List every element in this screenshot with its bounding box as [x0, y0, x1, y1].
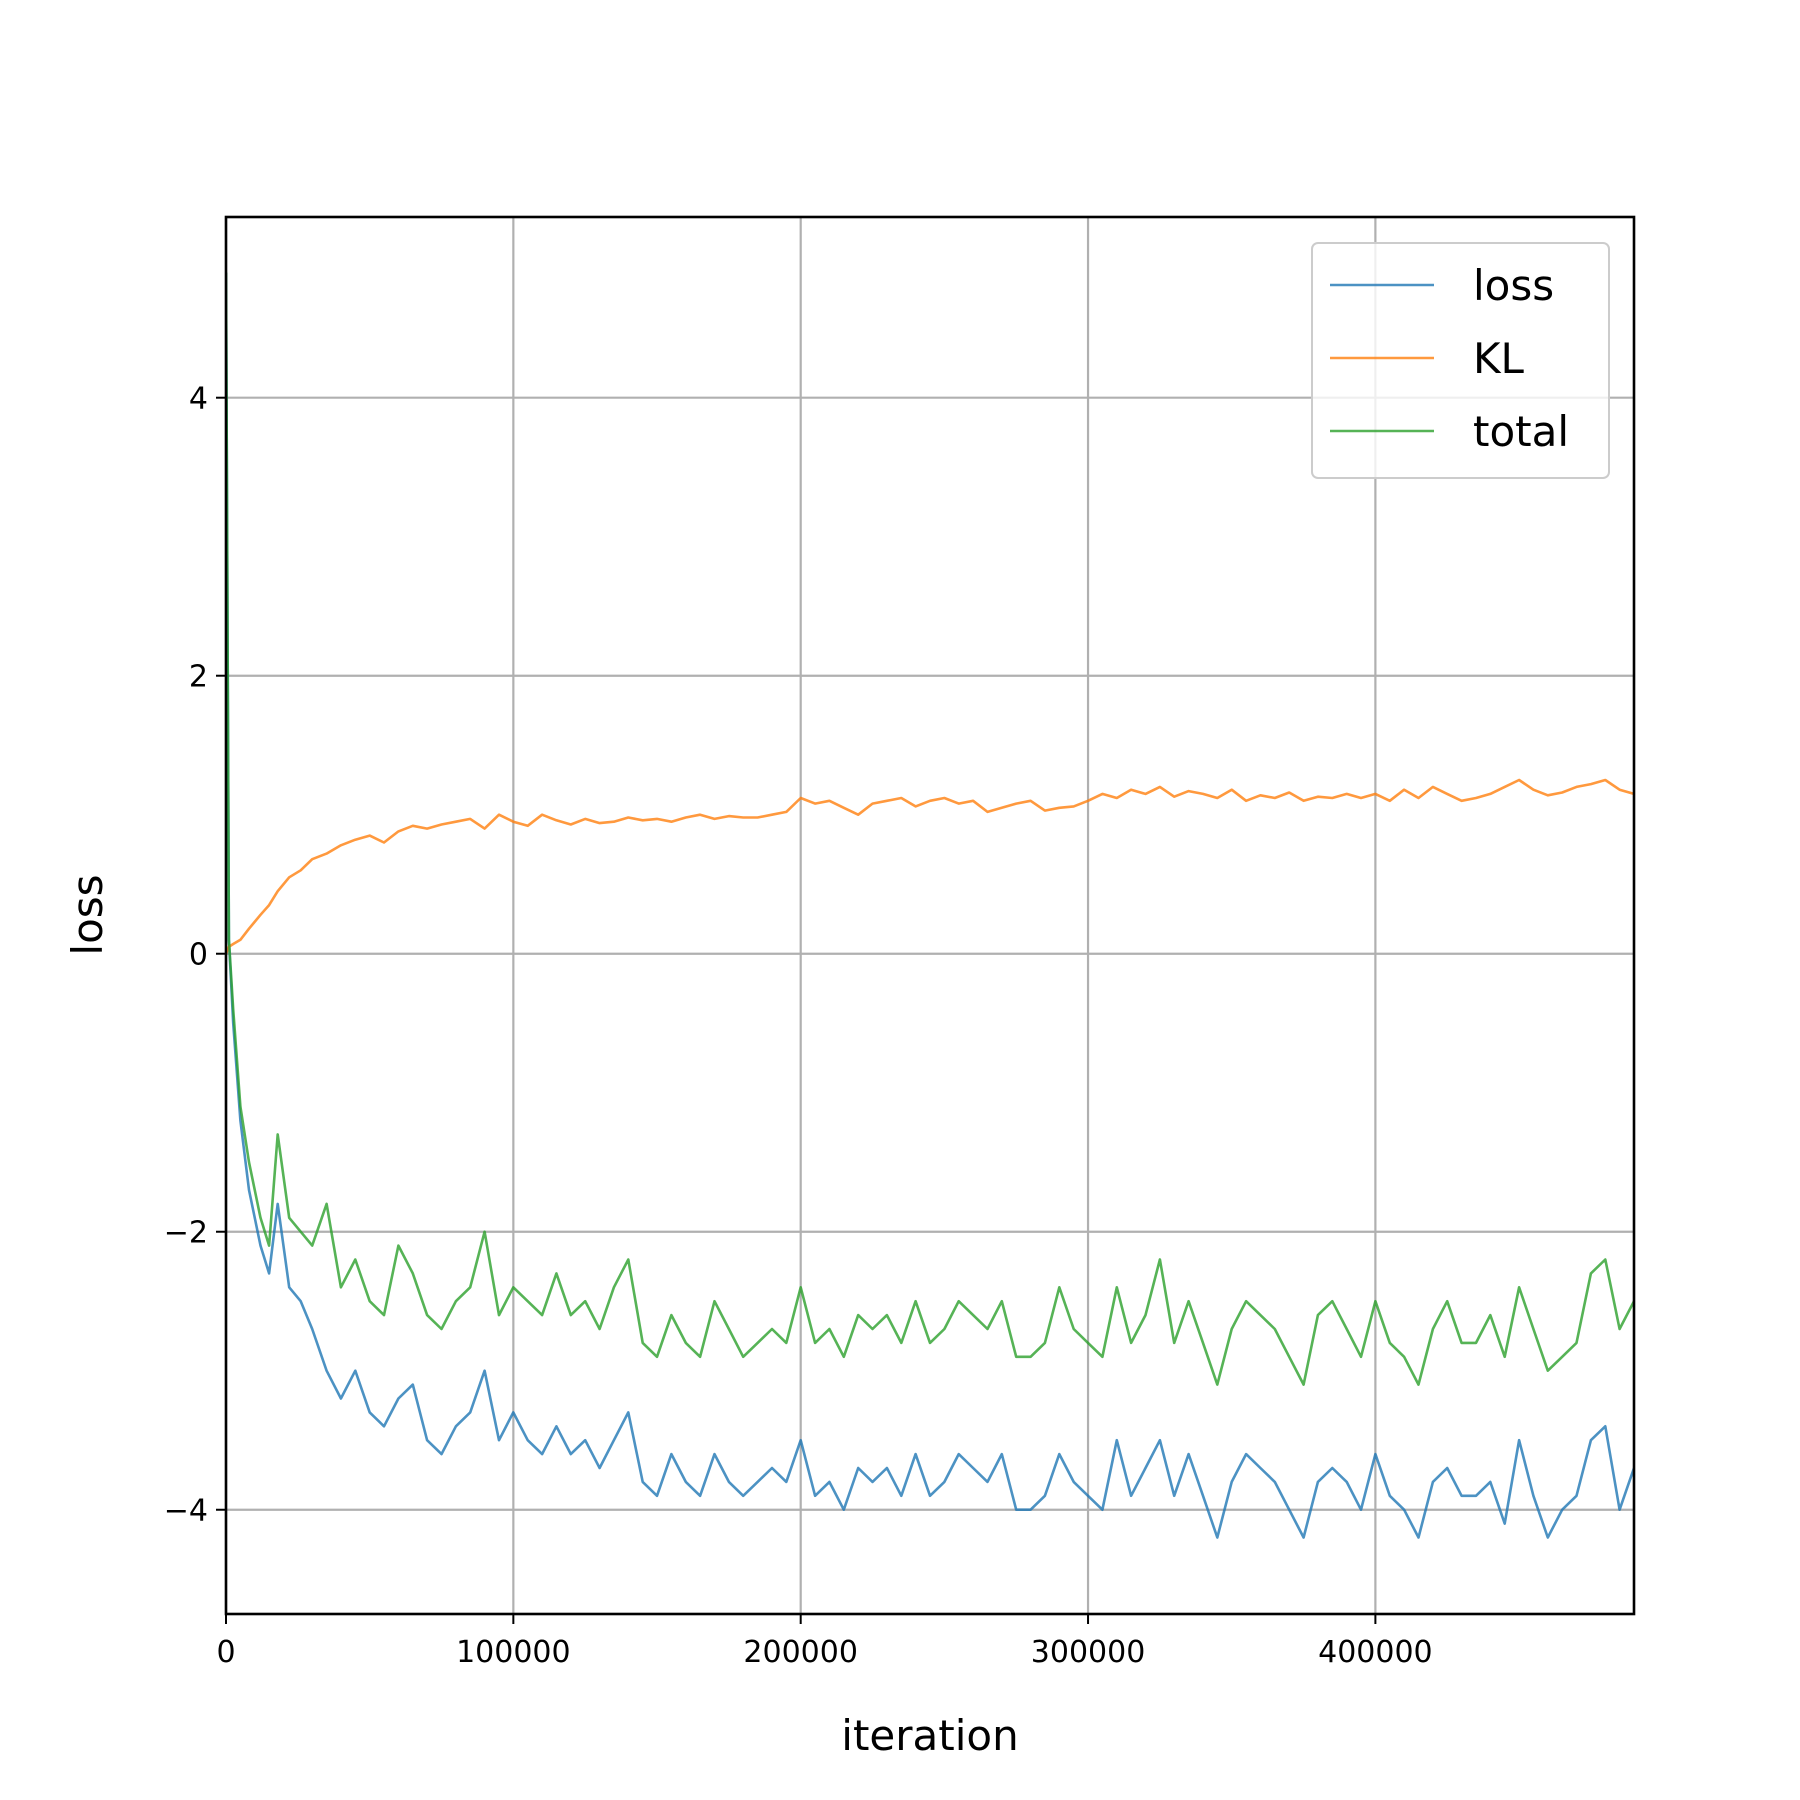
series-layer	[226, 272, 1634, 1539]
y-tick-label: −2	[164, 1216, 208, 1251]
plot-frame	[224, 215, 1636, 1616]
x-tick-label: 400000	[1318, 1635, 1433, 1670]
x-axis-label: iteration	[841, 1711, 1018, 1760]
y-tick-label: 0	[189, 938, 208, 973]
legend-label: total	[1473, 407, 1569, 456]
x-tick-label: 200000	[743, 1635, 858, 1670]
legend-box	[1311, 242, 1610, 479]
y-axis-label: loss	[63, 874, 112, 955]
legend: loss KL total	[1311, 242, 1610, 479]
series-line-total	[226, 272, 1634, 1386]
series-line-kl	[226, 778, 1634, 955]
x-tick-label: 100000	[456, 1635, 571, 1670]
y-tick-label: 2	[189, 660, 208, 695]
y-tick-label: −4	[164, 1494, 208, 1529]
ticks: 0 100000 200000 300000 400000 −4 −2 0 2 4	[164, 382, 1433, 1670]
x-tick-label: 0	[216, 1635, 235, 1670]
series-line-loss	[226, 272, 1634, 1539]
x-tick-label: 300000	[1031, 1635, 1146, 1670]
y-tick-label: 4	[189, 382, 208, 417]
legend-label: loss	[1473, 261, 1554, 310]
legend-label: KL	[1473, 334, 1525, 383]
